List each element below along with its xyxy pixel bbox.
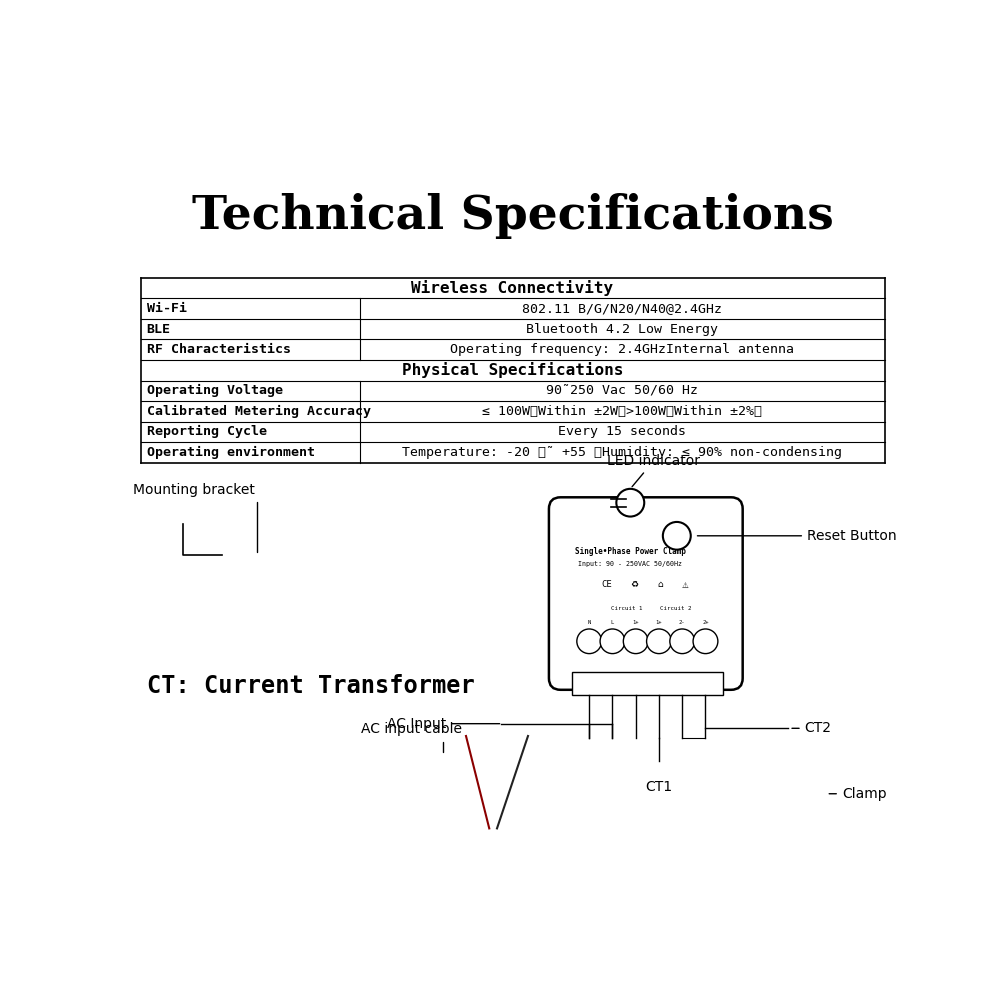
Text: ≤ 100W（Within ±2W）>100W（Within ±2%）: ≤ 100W（Within ±2W）>100W（Within ±2%） (482, 405, 762, 418)
Text: BLE: BLE (147, 323, 171, 336)
Text: Calibrated Metering Accuracy: Calibrated Metering Accuracy (147, 405, 371, 418)
Circle shape (647, 629, 671, 654)
Text: CE: CE (602, 580, 612, 589)
Text: Mounting bracket: Mounting bracket (133, 483, 257, 552)
Text: Technical Specifications: Technical Specifications (192, 193, 833, 239)
Circle shape (600, 629, 625, 654)
Text: CT1: CT1 (645, 780, 673, 794)
Text: 2-: 2- (679, 620, 685, 625)
Text: AC input cable: AC input cable (361, 722, 462, 752)
Text: Wireless Connectivity: Wireless Connectivity (411, 280, 614, 296)
Circle shape (623, 629, 648, 654)
Text: Operating frequency: 2.4GHzInternal antenna: Operating frequency: 2.4GHzInternal ante… (450, 343, 794, 356)
Text: ⌂: ⌂ (657, 580, 663, 589)
Bar (572, 672, 723, 695)
Text: CT2: CT2 (792, 721, 832, 735)
Text: Reporting Cycle: Reporting Cycle (147, 425, 267, 438)
Text: 1+: 1+ (656, 620, 662, 625)
Text: Every 15 seconds: Every 15 seconds (558, 425, 686, 438)
Circle shape (693, 629, 718, 654)
Text: Reset Button: Reset Button (697, 529, 897, 543)
Text: 1+: 1+ (632, 620, 639, 625)
Text: 802.11 B/G/N20/N40@2.4GHz: 802.11 B/G/N20/N40@2.4GHz (522, 302, 722, 315)
Text: ♻: ♻ (630, 580, 638, 589)
Text: ⚠: ⚠ (681, 581, 688, 590)
Text: RF Characteristics: RF Characteristics (147, 343, 291, 356)
Circle shape (577, 629, 602, 654)
Text: Operating Voltage: Operating Voltage (147, 384, 283, 397)
Circle shape (616, 489, 644, 517)
Text: Temperature: -20 ℃˜ +55 ℃Humidity: ≤ 90% non-condensing: Temperature: -20 ℃˜ +55 ℃Humidity: ≤ 90%… (402, 446, 842, 459)
Text: Circuit 2: Circuit 2 (660, 606, 691, 611)
Text: Operating environment: Operating environment (147, 446, 315, 459)
Text: Input: 90 - 250VAC 50/60Hz: Input: 90 - 250VAC 50/60Hz (578, 561, 682, 567)
Text: L: L (611, 620, 614, 625)
Text: 2+: 2+ (702, 620, 709, 625)
Text: Circuit 1: Circuit 1 (611, 606, 642, 611)
Text: Wi-Fi: Wi-Fi (147, 302, 187, 315)
Text: LED indicator: LED indicator (607, 454, 700, 487)
Text: N: N (588, 620, 591, 625)
FancyBboxPatch shape (549, 497, 743, 690)
Circle shape (670, 629, 695, 654)
Text: CT: Current Transformer: CT: Current Transformer (147, 674, 475, 698)
Text: 90˜250 Vac 50/60 Hz: 90˜250 Vac 50/60 Hz (546, 384, 698, 397)
Text: Bluetooth 4.2 Low Energy: Bluetooth 4.2 Low Energy (526, 323, 718, 336)
Text: AC Input: AC Input (387, 717, 500, 731)
Circle shape (663, 522, 691, 550)
Text: Physical Specifications: Physical Specifications (402, 362, 623, 378)
Text: Single•Phase Power Clamp: Single•Phase Power Clamp (575, 547, 686, 556)
Text: Clamp: Clamp (829, 787, 887, 801)
